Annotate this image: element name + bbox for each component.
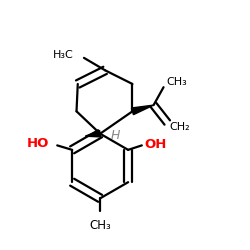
- Text: H₃C: H₃C: [53, 50, 74, 60]
- Text: CH₃: CH₃: [166, 77, 187, 87]
- Text: CH₂: CH₂: [170, 122, 190, 132]
- Text: H: H: [111, 129, 120, 142]
- Text: CH₃: CH₃: [89, 219, 111, 232]
- Text: HO: HO: [27, 137, 49, 150]
- Text: OH: OH: [144, 138, 167, 151]
- Polygon shape: [132, 105, 154, 115]
- Polygon shape: [85, 130, 101, 137]
